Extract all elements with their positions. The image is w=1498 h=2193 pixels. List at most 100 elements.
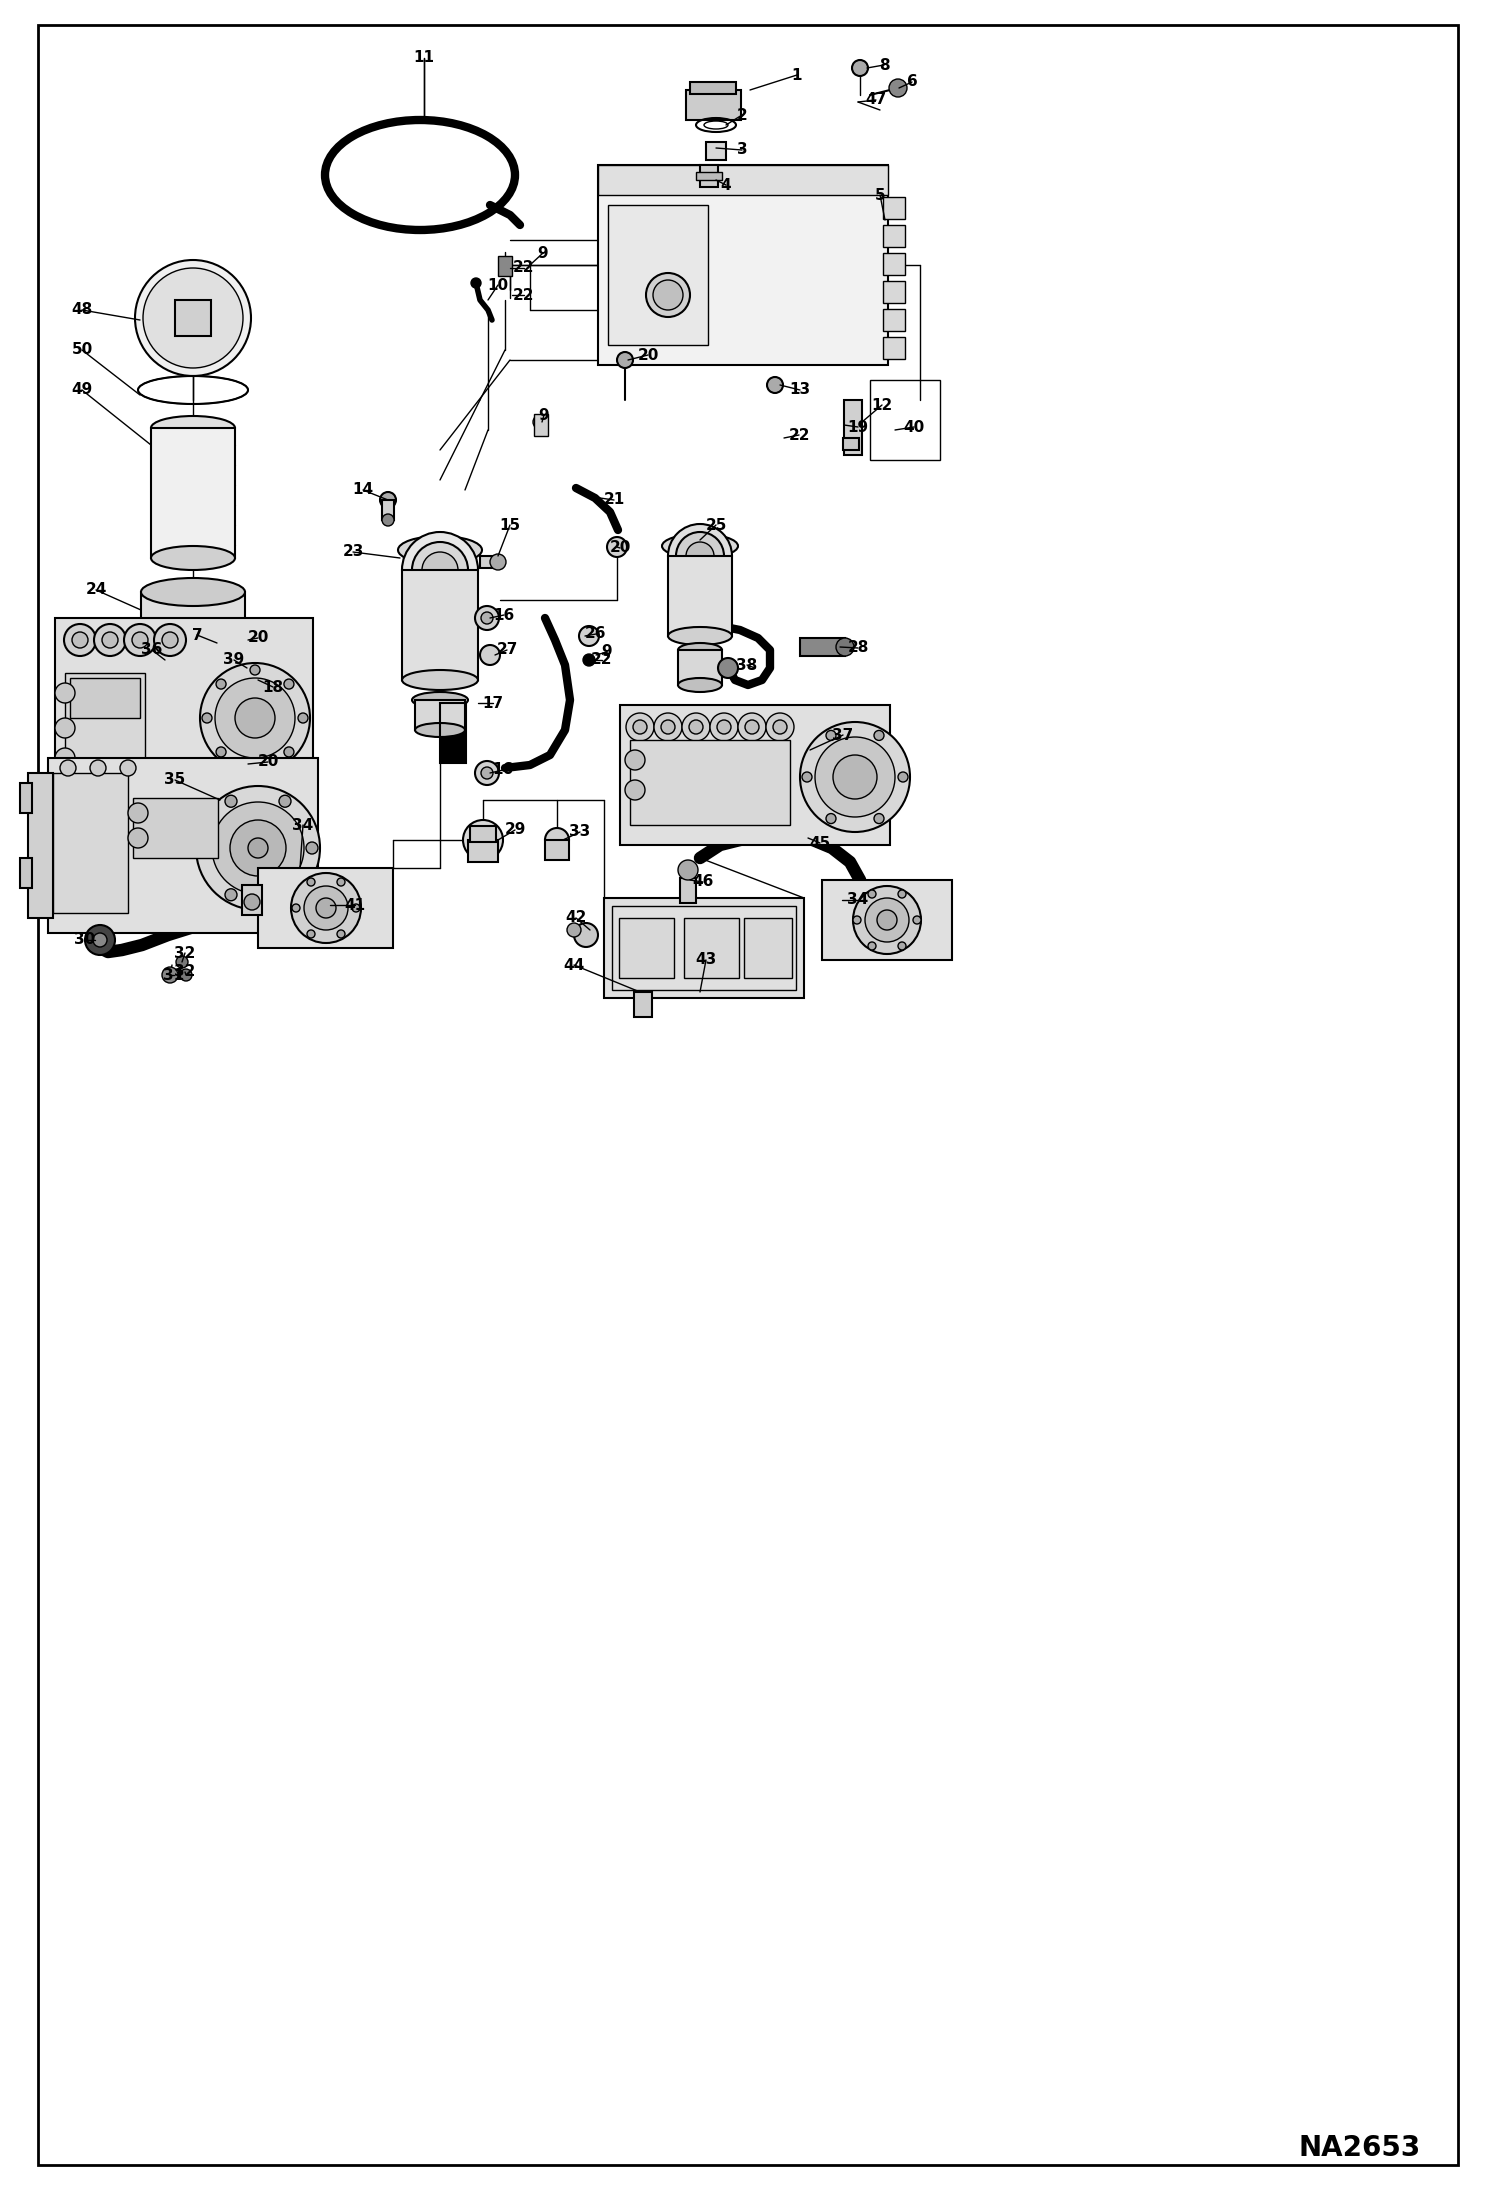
Ellipse shape bbox=[193, 761, 229, 783]
Circle shape bbox=[201, 662, 310, 772]
Circle shape bbox=[306, 842, 318, 853]
Circle shape bbox=[93, 932, 106, 947]
Circle shape bbox=[583, 654, 595, 667]
Bar bbox=[440, 704, 466, 763]
Bar bbox=[28, 772, 52, 919]
Circle shape bbox=[132, 632, 148, 647]
Circle shape bbox=[617, 353, 634, 368]
Circle shape bbox=[500, 263, 509, 272]
Circle shape bbox=[852, 886, 921, 954]
Circle shape bbox=[127, 829, 148, 849]
Ellipse shape bbox=[138, 638, 249, 682]
Circle shape bbox=[864, 897, 909, 943]
Text: 20: 20 bbox=[637, 346, 659, 362]
Text: 9: 9 bbox=[539, 408, 550, 423]
Circle shape bbox=[490, 555, 506, 570]
Circle shape bbox=[568, 923, 581, 936]
Text: 23: 23 bbox=[343, 544, 364, 559]
Ellipse shape bbox=[398, 535, 482, 564]
Bar bbox=[706, 143, 727, 160]
Circle shape bbox=[767, 377, 783, 393]
Bar bbox=[882, 309, 905, 331]
Bar bbox=[545, 840, 569, 860]
Circle shape bbox=[676, 533, 724, 579]
Bar bbox=[151, 428, 235, 557]
Bar bbox=[604, 897, 804, 998]
Circle shape bbox=[876, 910, 897, 930]
Bar bbox=[243, 886, 262, 914]
Text: 38: 38 bbox=[737, 658, 758, 673]
Circle shape bbox=[401, 533, 478, 607]
Bar bbox=[843, 439, 858, 450]
Text: 6: 6 bbox=[906, 75, 917, 90]
Text: 3: 3 bbox=[737, 143, 748, 158]
Circle shape bbox=[85, 925, 115, 954]
Circle shape bbox=[55, 717, 75, 739]
Bar bbox=[697, 171, 722, 180]
Circle shape bbox=[422, 553, 458, 588]
Circle shape bbox=[689, 719, 703, 735]
Circle shape bbox=[216, 680, 226, 689]
Text: 37: 37 bbox=[833, 728, 854, 743]
Circle shape bbox=[836, 638, 854, 656]
Text: 31: 31 bbox=[163, 967, 184, 982]
Circle shape bbox=[102, 632, 118, 647]
Bar bbox=[598, 164, 888, 364]
Circle shape bbox=[279, 888, 291, 901]
Circle shape bbox=[686, 542, 715, 570]
Bar bbox=[141, 592, 246, 682]
Circle shape bbox=[888, 79, 906, 96]
Bar bbox=[882, 281, 905, 303]
Circle shape bbox=[765, 713, 794, 741]
Bar bbox=[225, 636, 261, 691]
Ellipse shape bbox=[668, 627, 733, 645]
Bar bbox=[470, 827, 496, 842]
Circle shape bbox=[800, 721, 909, 831]
Circle shape bbox=[852, 59, 867, 77]
Text: 49: 49 bbox=[72, 382, 93, 397]
Circle shape bbox=[127, 803, 148, 822]
Text: 20: 20 bbox=[258, 754, 279, 770]
Bar bbox=[679, 649, 722, 684]
Bar bbox=[533, 414, 548, 436]
Text: 36: 36 bbox=[141, 643, 163, 658]
Circle shape bbox=[815, 737, 894, 818]
Bar bbox=[415, 700, 464, 730]
Circle shape bbox=[867, 890, 876, 897]
Text: 48: 48 bbox=[72, 303, 93, 318]
Circle shape bbox=[463, 820, 503, 860]
Bar bbox=[440, 704, 466, 763]
Bar bbox=[668, 557, 733, 636]
Bar bbox=[479, 557, 502, 568]
Bar bbox=[843, 399, 861, 454]
Text: 22: 22 bbox=[514, 287, 535, 303]
Circle shape bbox=[852, 917, 861, 923]
Circle shape bbox=[162, 632, 178, 647]
Circle shape bbox=[213, 803, 304, 895]
Bar bbox=[634, 991, 652, 1018]
Text: 43: 43 bbox=[695, 952, 716, 967]
Text: 32: 32 bbox=[174, 965, 196, 980]
Circle shape bbox=[833, 754, 876, 798]
Text: 34: 34 bbox=[848, 893, 869, 908]
Circle shape bbox=[279, 796, 291, 807]
Circle shape bbox=[216, 678, 295, 759]
Text: 35: 35 bbox=[165, 772, 186, 787]
Circle shape bbox=[193, 632, 217, 656]
Circle shape bbox=[412, 542, 467, 599]
Ellipse shape bbox=[345, 136, 494, 213]
Bar bbox=[19, 857, 31, 888]
Ellipse shape bbox=[646, 272, 691, 318]
Circle shape bbox=[304, 886, 348, 930]
Circle shape bbox=[307, 930, 315, 939]
Circle shape bbox=[481, 612, 493, 625]
Circle shape bbox=[380, 491, 395, 509]
Text: 11: 11 bbox=[413, 50, 434, 66]
Circle shape bbox=[679, 860, 698, 879]
Ellipse shape bbox=[679, 643, 722, 658]
Circle shape bbox=[175, 956, 189, 967]
Circle shape bbox=[634, 719, 647, 735]
Circle shape bbox=[231, 820, 286, 875]
Text: 26: 26 bbox=[586, 627, 607, 643]
Circle shape bbox=[682, 713, 710, 741]
